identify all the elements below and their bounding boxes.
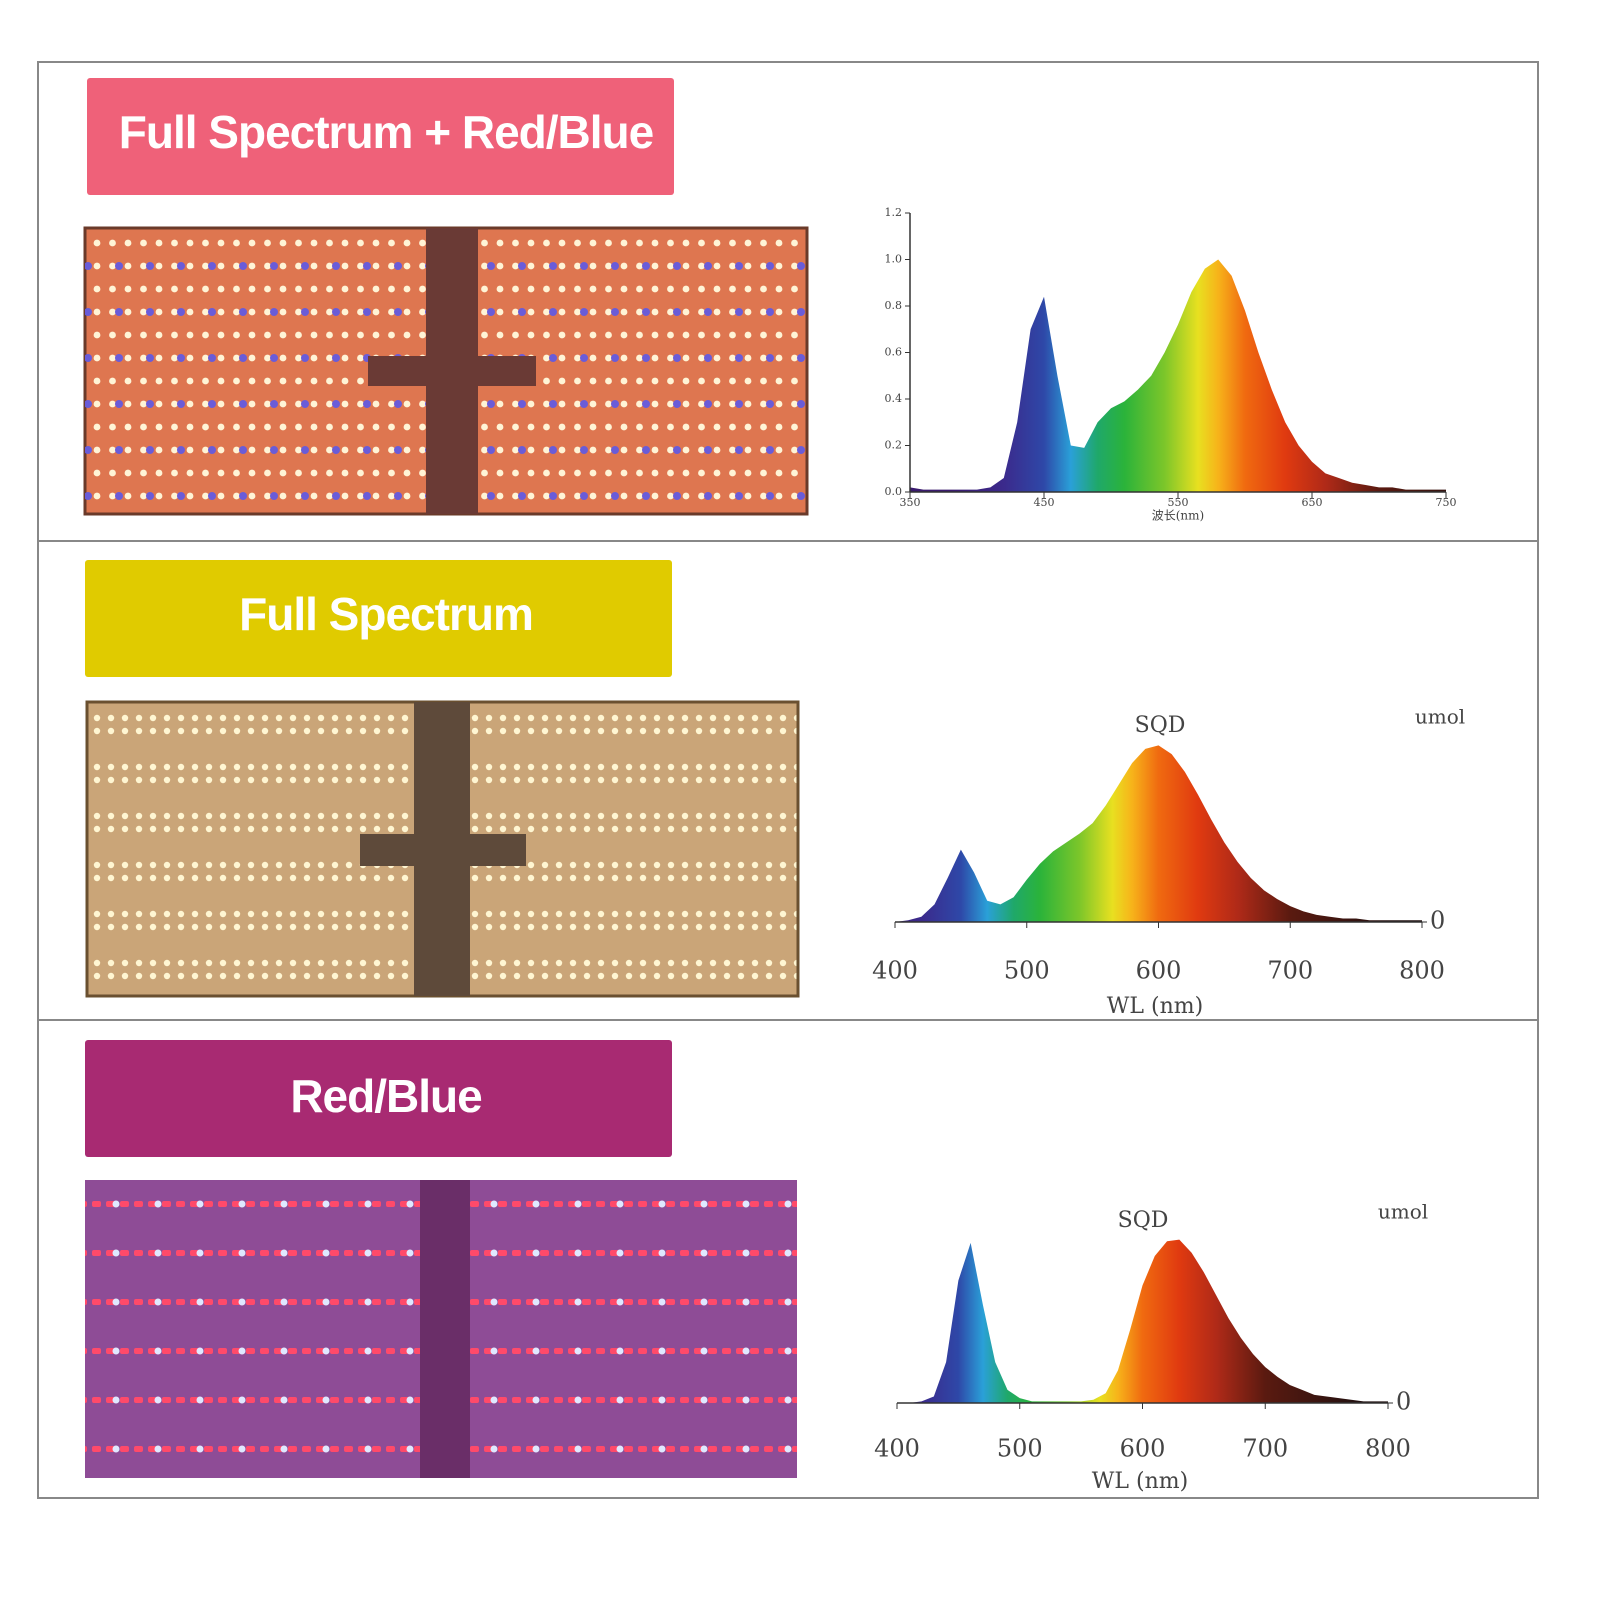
x-tick-label: 750 (1436, 496, 1457, 509)
x-axis-label: WL (nm) (1092, 1469, 1188, 1494)
x-tick-label: 400 (872, 957, 918, 985)
led-panel-image (85, 700, 800, 998)
x-tick-label: 450 (1034, 496, 1055, 509)
x-tick-label: 700 (1242, 1435, 1288, 1463)
y-axis-label: umol (1415, 705, 1465, 729)
panel-label: Full Spectrum + Red/Blue (119, 106, 654, 158)
x-tick-label: 700 (1267, 957, 1313, 985)
panel-label: Full Spectrum (239, 588, 533, 640)
frame (37, 61, 1539, 1499)
label-box (85, 1040, 672, 1157)
chart-title: SQD (1135, 713, 1186, 738)
x-axis-label: 波长(nm) (1152, 509, 1204, 523)
y-tick-label: 1.0 (885, 253, 903, 266)
label-box (87, 78, 674, 195)
x-tick-label: 500 (1004, 957, 1050, 985)
spectrum-area (910, 259, 1446, 492)
panel-label: Red/Blue (290, 1070, 482, 1122)
y-axis-label: umol (1378, 1200, 1428, 1224)
x-axis-label: WL (nm) (1107, 994, 1203, 1019)
x-tick-label: 500 (997, 1435, 1043, 1463)
spectrum-area (895, 745, 1422, 922)
x-tick-label: 400 (874, 1435, 920, 1463)
x-tick-label: 800 (1365, 1435, 1411, 1463)
x-tick-label: 650 (1302, 496, 1323, 509)
spectrum-area (897, 1239, 1388, 1403)
x-tick-label: 350 (900, 496, 921, 509)
y-tick-label: 0.4 (885, 392, 903, 405)
y-tick-label: 1.2 (885, 206, 903, 219)
y-tick-label: 0.0 (885, 485, 903, 498)
x-tick-label: 600 (1136, 957, 1182, 985)
y-tick-label: 0.8 (885, 299, 903, 312)
label-box (85, 560, 672, 677)
x-tick-label: 800 (1399, 957, 1445, 985)
y-tick-label: 0.2 (885, 439, 903, 452)
x-tick-label: 550 (1168, 496, 1189, 509)
led-panel-image (85, 1180, 797, 1478)
y-tick-label: 0 (1430, 907, 1445, 935)
x-tick-label: 600 (1120, 1435, 1166, 1463)
led-panel-image (83, 226, 809, 516)
chart-title: SQD (1118, 1208, 1169, 1233)
y-tick-label: 0.6 (885, 346, 903, 359)
y-tick-label: 0 (1396, 1388, 1411, 1416)
